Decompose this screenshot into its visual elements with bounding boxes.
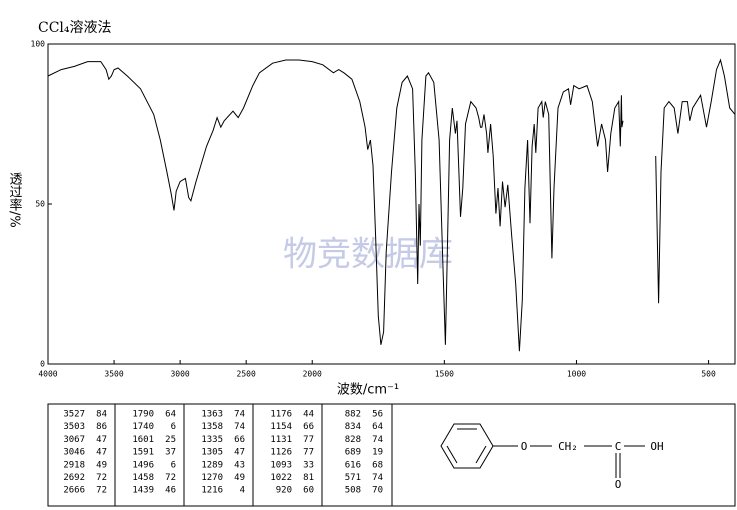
peak-wavenumber: 3067 <box>63 435 85 445</box>
peak-transmittance: 72 <box>96 486 107 496</box>
peak-transmittance: 66 <box>303 422 314 432</box>
x-tick-label: 4000 <box>38 370 57 379</box>
x-tick-label: 1500 <box>435 370 454 379</box>
peak-transmittance: 77 <box>303 448 314 458</box>
peak-transmittance: 33 <box>303 460 314 470</box>
peak-wavenumber: 834 <box>345 422 361 432</box>
peak-transmittance: 72 <box>165 473 176 483</box>
peak-transmittance: 43 <box>234 460 245 470</box>
peak-transmittance: 86 <box>96 422 107 432</box>
peak-transmittance: 47 <box>96 448 107 458</box>
peak-wavenumber: 3046 <box>63 448 85 458</box>
atom-label: O <box>615 478 622 491</box>
y-tick-label: 0 <box>40 360 45 369</box>
x-tick-label: 2500 <box>237 370 256 379</box>
double-bond <box>475 445 487 464</box>
x-tick-label: 3500 <box>104 370 123 379</box>
peak-wavenumber: 3527 <box>63 410 85 420</box>
peak-wavenumber: 920 <box>276 486 292 496</box>
peak-transmittance: 25 <box>165 435 176 445</box>
x-tick-label: 1000 <box>567 370 586 379</box>
peak-wavenumber: 2918 <box>63 460 85 470</box>
peak-wavenumber: 1591 <box>132 448 154 458</box>
peak-transmittance: 49 <box>234 473 245 483</box>
peak-transmittance: 74 <box>372 473 383 483</box>
peak-transmittance: 37 <box>165 448 176 458</box>
y-tick-label: 50 <box>35 200 45 209</box>
peak-wavenumber: 1496 <box>132 460 154 470</box>
peak-transmittance: 74 <box>372 435 383 445</box>
x-axis-label: 波数/cm⁻¹ <box>337 383 399 398</box>
peak-wavenumber: 1093 <box>270 460 292 470</box>
peak-transmittance: 46 <box>165 486 176 496</box>
peak-wavenumber: 1126 <box>270 448 292 458</box>
peak-wavenumber: 3503 <box>63 422 85 432</box>
peak-wavenumber: 1154 <box>270 422 292 432</box>
peak-transmittance: 68 <box>372 460 383 470</box>
structure <box>440 423 645 478</box>
peak-wavenumber: 571 <box>345 473 361 483</box>
peak-transmittance: 47 <box>96 435 107 445</box>
peak-wavenumber: 882 <box>345 410 361 420</box>
peak-transmittance: 64 <box>165 410 176 420</box>
peak-wavenumber: 828 <box>345 435 361 445</box>
watermark: 物竞数据库 <box>283 235 453 275</box>
peak-transmittance: 72 <box>96 473 107 483</box>
peak-wavenumber: 1335 <box>201 435 223 445</box>
peak-wavenumber: 1740 <box>132 422 154 432</box>
peak-transmittance: 84 <box>96 410 107 420</box>
peak-transmittance: 70 <box>372 486 383 496</box>
peak-wavenumber: 616 <box>345 460 361 470</box>
peak-wavenumber: 508 <box>345 486 361 496</box>
peak-transmittance: 66 <box>234 435 245 445</box>
atom-label: C <box>615 440 622 453</box>
peak-transmittance: 6 <box>171 422 176 432</box>
structure-frame <box>391 403 736 507</box>
peak-transmittance: 77 <box>303 435 314 445</box>
peak-wavenumber: 1458 <box>132 473 154 483</box>
peak-wavenumber: 1305 <box>201 448 223 458</box>
peak-wavenumber: 1601 <box>132 435 154 445</box>
atom-label: O <box>521 440 528 453</box>
peak-wavenumber: 1176 <box>270 410 292 420</box>
peak-wavenumber: 1022 <box>270 473 292 483</box>
peak-transmittance: 56 <box>372 410 383 420</box>
peak-transmittance: 74 <box>234 422 245 432</box>
atom-label: OH <box>650 440 663 453</box>
peak-transmittance: 49 <box>96 460 107 470</box>
spectrum-line <box>47 58 736 352</box>
peak-transmittance: 44 <box>303 410 314 420</box>
atom-label: CH₂ <box>558 440 578 453</box>
chart-title: CCl₄溶液法 <box>38 20 112 36</box>
peak-wavenumber: 1363 <box>201 410 223 420</box>
peak-transmittance: 19 <box>372 448 383 458</box>
x-tick-label: 3000 <box>170 370 189 379</box>
y-axis-label: 透过率/% <box>7 172 23 228</box>
double-bond <box>446 445 458 464</box>
peak-transmittance: 74 <box>234 410 245 420</box>
peak-wavenumber: 1439 <box>132 486 154 496</box>
peak-transmittance: 64 <box>372 422 383 432</box>
x-tick-label: 2000 <box>303 370 322 379</box>
peak-transmittance: 6 <box>171 460 176 470</box>
peak-wavenumber: 2692 <box>63 473 85 483</box>
peak-transmittance: 60 <box>303 486 314 496</box>
peak-wavenumber: 689 <box>345 448 361 458</box>
peak-wavenumber: 1216 <box>201 486 223 496</box>
peak-wavenumber: 1289 <box>201 460 223 470</box>
peak-transmittance: 47 <box>234 448 245 458</box>
benzene-ring <box>440 423 494 469</box>
peak-wavenumber: 1131 <box>270 435 292 445</box>
peak-wavenumber: 1790 <box>132 410 154 420</box>
plot-frame <box>47 43 736 365</box>
peak-wavenumber: 1270 <box>201 473 223 483</box>
peak-wavenumber: 2666 <box>63 486 85 496</box>
peak-transmittance: 4 <box>240 486 245 496</box>
x-tick-label: 500 <box>701 370 716 379</box>
peak-transmittance: 81 <box>303 473 314 483</box>
y-tick-label: 100 <box>31 40 46 49</box>
peak-wavenumber: 1358 <box>201 422 223 432</box>
